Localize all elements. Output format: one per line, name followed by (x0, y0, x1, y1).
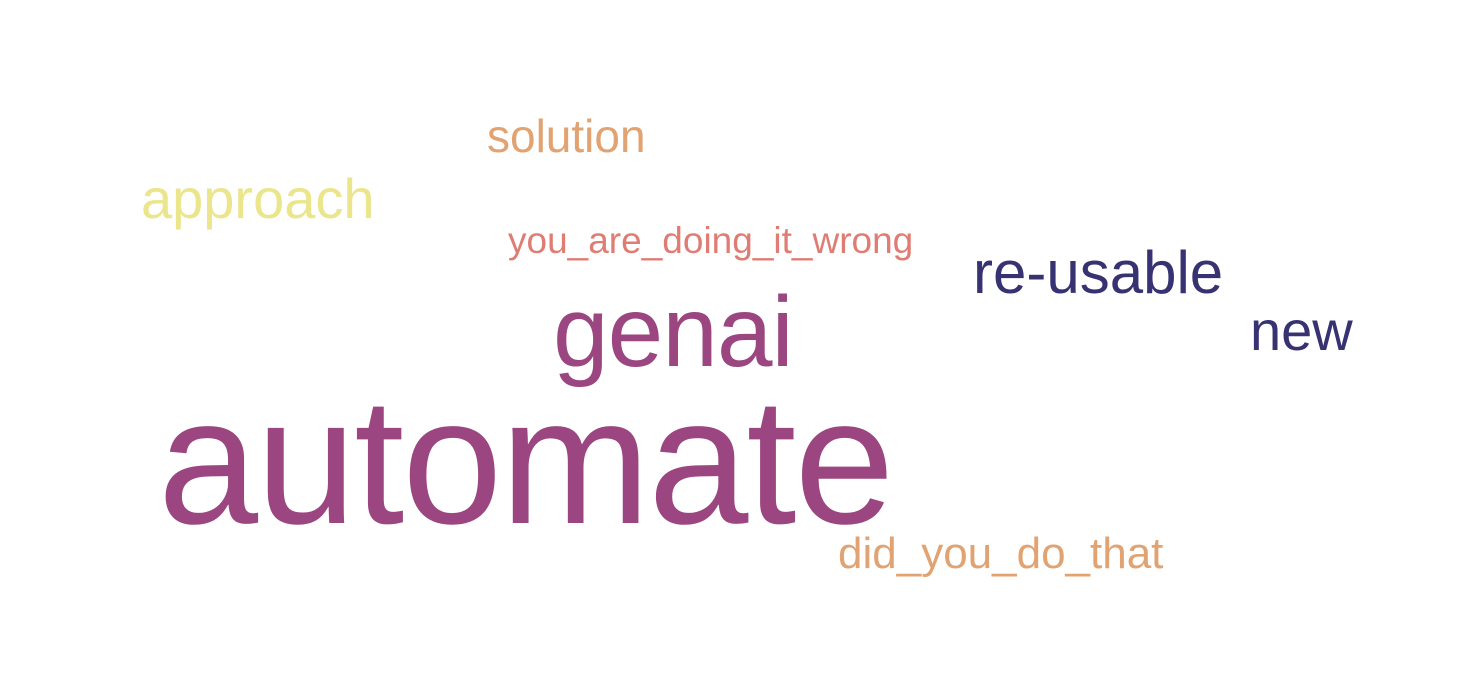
word-automate: automate (158, 361, 894, 562)
word-re-usable: re-usable (973, 239, 1224, 306)
word-did-you-do-that: did_you_do_that (838, 529, 1164, 578)
word-new: new (1250, 299, 1353, 362)
word-approach: approach (141, 167, 375, 230)
word-solution: solution (487, 110, 646, 162)
word-genai: genai (553, 276, 794, 388)
word-you-are-doing-it-wrong: you_are_doing_it_wrong (508, 220, 914, 261)
